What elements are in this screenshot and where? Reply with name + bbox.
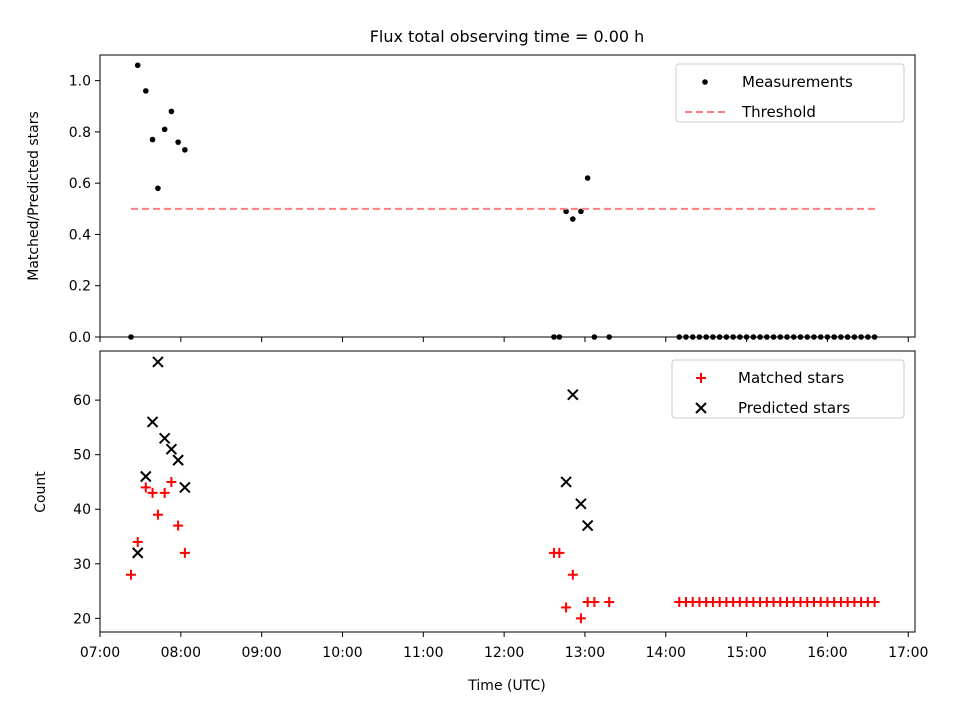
data-point	[140, 470, 152, 483]
data-point-b	[165, 443, 178, 455]
data-point	[159, 487, 170, 498]
y-tick-label: 1.0	[69, 74, 91, 90]
y-tick-label: 60	[73, 393, 91, 409]
data-point-b	[575, 498, 587, 510]
x-tick-label: 09:00	[241, 645, 281, 661]
data-point-b	[146, 416, 159, 428]
data-point	[578, 208, 584, 215]
data-point-b	[567, 388, 579, 401]
data-point	[182, 147, 188, 153]
legend: Measurements Threshold	[675, 63, 905, 123]
legend-swatch	[696, 373, 706, 383]
data-point	[604, 596, 615, 607]
legend-label: Threshold	[741, 103, 816, 121]
x-tick-label: 15:00	[726, 645, 766, 661]
data-point	[570, 216, 576, 222]
data-point	[134, 62, 141, 69]
data-point	[165, 443, 178, 455]
data-point	[567, 388, 579, 401]
data-point	[173, 520, 184, 531]
data-point	[575, 498, 587, 510]
data-point	[563, 208, 569, 215]
data-point	[147, 487, 158, 498]
y-tick-label: 20	[73, 611, 91, 627]
data-point	[589, 596, 600, 607]
data-point	[161, 126, 168, 133]
data-point	[132, 547, 144, 559]
y-tick-label: 50	[73, 448, 91, 464]
data-point	[149, 136, 156, 143]
data-point	[168, 108, 175, 115]
bottom-panel: 20 30 40 50 60 07:00 08:00 09:00 10:00 11:00 12:00…	[73, 350, 928, 661]
data-point	[554, 547, 565, 558]
y-tick-label: 30	[73, 557, 91, 573]
data-point	[152, 356, 164, 368]
x-tick-label: 13:00	[565, 645, 605, 661]
y-tick-label: 0.4	[69, 227, 91, 243]
y-tick-label: 0.0	[69, 330, 91, 346]
data-point	[132, 536, 143, 547]
data-point	[561, 602, 572, 613]
data-point-b	[172, 454, 184, 466]
legend-label: Matched stars	[738, 369, 844, 387]
data-point	[125, 569, 136, 580]
legend-box	[675, 63, 905, 123]
legend-label: Measurements	[742, 73, 853, 91]
data-point-b	[581, 519, 594, 532]
data-point	[158, 432, 171, 445]
legend-box	[671, 359, 905, 419]
data-point	[560, 476, 572, 488]
x-tick-label: 08:00	[161, 645, 201, 661]
x-tick-label: 07:00	[80, 645, 120, 661]
data-point-b	[179, 481, 191, 494]
x-tick-label: 11:00	[403, 645, 443, 661]
series-measurements	[128, 62, 878, 340]
series-matched-stars	[125, 476, 880, 624]
legend-swatch	[695, 402, 707, 414]
y-tick-label: 0.8	[69, 125, 91, 141]
data-point	[146, 416, 159, 428]
data-point	[175, 139, 181, 145]
data-point	[166, 476, 177, 487]
plot-frame	[99, 350, 916, 633]
x-tick-label: 12:00	[484, 645, 524, 661]
data-point-b	[152, 356, 164, 368]
legend-swatch-b	[695, 402, 707, 414]
data-point	[567, 569, 578, 580]
data-point	[584, 175, 591, 181]
legend-label: Predicted stars	[738, 399, 850, 417]
top-y-axis-label: Matched/Predicted stars	[26, 111, 42, 281]
legend-swatch	[702, 79, 708, 85]
data-point	[581, 519, 594, 532]
data-point	[140, 482, 151, 493]
x-tick-label: 14:00	[646, 645, 686, 661]
y-tick-label: 0.2	[69, 279, 91, 295]
data-point	[575, 613, 586, 624]
data-point	[155, 185, 161, 192]
data-point-b	[140, 470, 152, 483]
data-point	[179, 481, 191, 494]
series-predicted-stars	[132, 356, 594, 559]
data-point-b	[132, 547, 144, 559]
data-point-b	[560, 476, 572, 488]
x-tick-label: 10:00	[322, 645, 362, 661]
plot-frame	[99, 54, 916, 338]
top-panel: 0.0 0.2 0.4 0.6 0.8 1.0 Measurements Threshold	[69, 54, 916, 346]
x-tick-label: 17:00	[888, 645, 928, 661]
bottom-y-axis-label: Count	[33, 471, 49, 513]
y-tick-label: 0.6	[69, 176, 91, 192]
data-point-b	[158, 432, 171, 445]
data-point	[152, 509, 163, 520]
data-point	[172, 454, 184, 466]
x-tick-label: 16:00	[807, 645, 847, 661]
legend: Matched stars Predicted stars	[671, 359, 905, 419]
data-point	[869, 596, 880, 607]
data-point	[143, 88, 149, 94]
top-chart-title: Flux total observing time = 0.00 h	[370, 27, 645, 46]
data-point	[179, 547, 190, 558]
x-axis-label: Time (UTC)	[467, 678, 545, 694]
y-tick-label: 40	[73, 502, 91, 518]
